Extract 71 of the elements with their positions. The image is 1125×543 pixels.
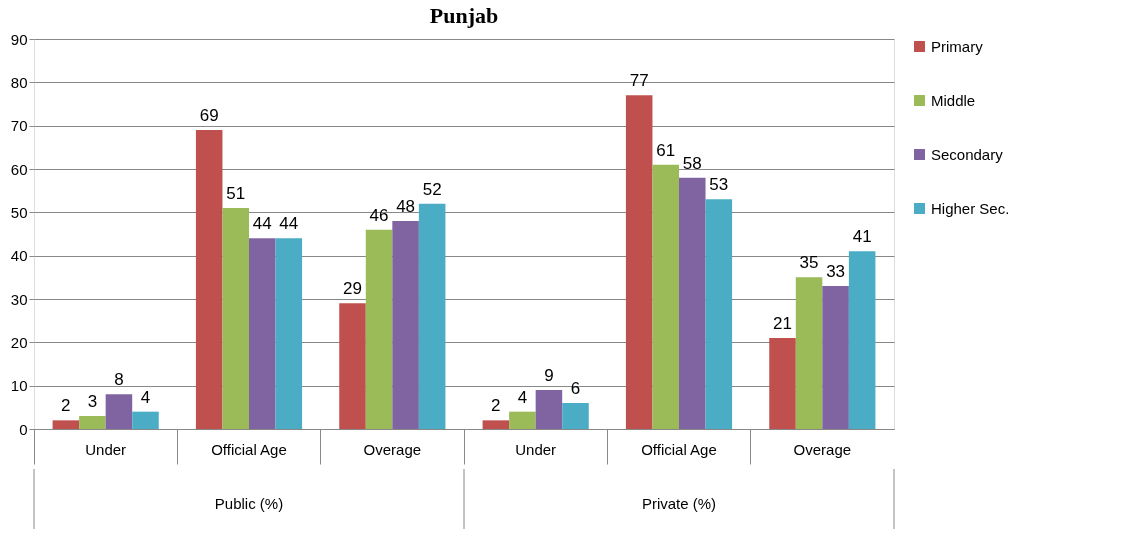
x-tick-label: Official Age (641, 440, 717, 458)
bar (392, 221, 419, 429)
x-tick-label: Overage (363, 440, 422, 458)
data-label: 35 (799, 253, 819, 273)
data-label: 46 (369, 205, 389, 225)
data-label: 69 (199, 106, 219, 125)
bar (222, 208, 249, 429)
data-label: 44 (279, 214, 299, 234)
y-tick-label: 80 (10, 73, 28, 91)
data-label: 8 (114, 370, 124, 390)
data-label: 29 (343, 279, 362, 299)
data-label: 3 (87, 392, 98, 411)
bar (52, 420, 80, 429)
bar (339, 303, 366, 429)
bar (275, 238, 303, 429)
text: Private (%) (641, 495, 717, 512)
bar (365, 229, 393, 429)
data-label: 41 (852, 227, 872, 247)
data-label: 51 (226, 184, 246, 203)
chart-title: Punjab (429, 3, 499, 28)
data-label: 6 (570, 379, 581, 398)
data-label: 9 (544, 366, 554, 385)
bar (562, 403, 589, 429)
bar (535, 390, 563, 429)
y-tick-label: 70 (10, 117, 28, 135)
x-tick-label: Under (515, 440, 557, 458)
bar (652, 164, 679, 429)
data-label: 77 (629, 71, 649, 91)
y-tick-label: 0 (19, 420, 28, 438)
bar (105, 394, 133, 429)
legend-label: Primary (931, 37, 984, 55)
bar (822, 286, 849, 429)
y-tick-label: 10 (10, 377, 28, 395)
y-tick-label: 30 (10, 290, 28, 308)
data-label: 4 (140, 387, 151, 407)
bar (418, 203, 446, 429)
bar (848, 251, 876, 429)
y-tick-label: 20 (10, 333, 28, 351)
bar (509, 411, 536, 429)
bar (195, 130, 223, 429)
y-tick-label: 60 (10, 160, 28, 178)
y-tick-label: 50 (10, 203, 28, 221)
x-tick-label: Under (85, 440, 127, 458)
text: Public (%) (214, 495, 284, 512)
y-tick-label: 40 (10, 247, 28, 265)
bar (769, 338, 796, 429)
data-label: 21 (773, 314, 792, 333)
data-label: 58 (682, 153, 702, 173)
data-label: 52 (422, 179, 442, 199)
data-label: 44 (252, 214, 272, 234)
bar (79, 416, 106, 429)
bar (249, 238, 276, 429)
bar (705, 199, 733, 429)
legend-label: Middle (931, 91, 976, 109)
data-label: 48 (396, 197, 416, 216)
x-tick-label: Overage (793, 440, 852, 458)
data-label: 4 (517, 387, 528, 407)
data-label: 61 (656, 140, 676, 160)
bar (132, 411, 159, 429)
data-label: 2 (491, 396, 501, 416)
bar (679, 177, 706, 429)
legend-label: Higher Sec. (931, 199, 1010, 217)
x-tick-label: Official Age (211, 440, 287, 458)
bar (625, 95, 653, 429)
y-tick-label: 90 (10, 30, 28, 48)
data-label: 53 (709, 175, 729, 195)
bar (482, 420, 510, 429)
data-label: 2 (61, 396, 71, 416)
data-label: 33 (826, 262, 846, 281)
bar (795, 277, 823, 429)
legend-label: Secondary (931, 145, 1004, 163)
